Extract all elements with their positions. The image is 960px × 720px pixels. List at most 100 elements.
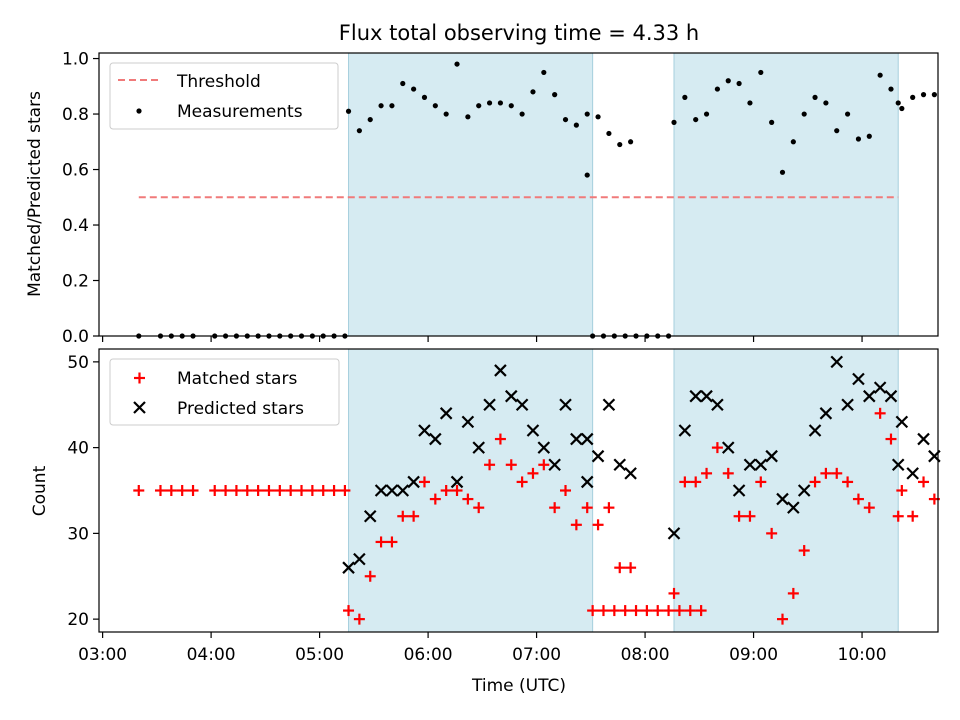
measurement-point xyxy=(530,89,536,95)
matched-star-point xyxy=(863,502,875,514)
predicted-star-point xyxy=(439,407,453,420)
matched-star-point xyxy=(625,562,637,574)
matched-star-point xyxy=(722,467,734,479)
matched-star-point xyxy=(484,459,496,471)
predicted-star-point xyxy=(385,484,399,497)
observing-intervals xyxy=(348,348,899,633)
predicted-star-point xyxy=(353,552,366,566)
predicted-star-point xyxy=(537,441,551,454)
matched-star-point xyxy=(652,605,664,617)
measurement-point xyxy=(736,80,742,87)
predicted-star-point xyxy=(689,389,702,403)
predicted-star-point xyxy=(602,398,616,412)
matched-star-point xyxy=(679,476,691,488)
top-legend-box xyxy=(109,62,339,130)
measurement-point xyxy=(877,72,883,78)
measurements-legend-swatch xyxy=(136,108,142,114)
matched-star-point xyxy=(711,442,723,454)
predicted-star-point xyxy=(374,484,388,497)
matched-star-point xyxy=(684,605,696,617)
matched-star-point xyxy=(896,485,908,496)
matched-star-point xyxy=(353,613,365,625)
predicted-star-point xyxy=(580,432,594,446)
measurement-point xyxy=(584,111,590,117)
measurement-point xyxy=(606,130,612,137)
y-tick-label: 40 xyxy=(67,439,89,459)
bottom-plot-frame xyxy=(98,348,939,633)
measurement-point xyxy=(779,169,786,175)
measurement-point xyxy=(812,94,818,100)
measurement-point xyxy=(411,86,417,92)
y-tick-label: 20 xyxy=(67,610,89,630)
x-tick-label: 05:00 xyxy=(295,645,344,665)
matched-star-point xyxy=(133,485,145,496)
matched-star-point xyxy=(397,510,409,522)
matched-star-point xyxy=(285,485,297,496)
predicted-star-point xyxy=(743,458,757,472)
predicted-star-point xyxy=(494,364,507,377)
predicted-star-point xyxy=(830,355,844,369)
predicted-star-point xyxy=(429,432,442,446)
predicted-star-point xyxy=(363,509,377,523)
predicted-star-point xyxy=(852,372,865,386)
predicted-star-point xyxy=(613,458,627,472)
matched-star-point xyxy=(874,407,886,419)
predicted-star-point xyxy=(711,398,724,412)
measurement-point xyxy=(758,69,764,76)
top-x-axis-ticks xyxy=(102,336,863,342)
predicted-star-point xyxy=(461,415,475,429)
matched-star-point xyxy=(641,605,653,617)
x-tick-label: 03:00 xyxy=(78,645,127,665)
matched-star-point xyxy=(364,570,376,582)
predicted-star-point xyxy=(580,475,594,489)
matched-star-point xyxy=(549,502,561,514)
matched-star-point xyxy=(755,476,767,488)
x-tick-label: 08:00 xyxy=(621,645,670,665)
matched-star-point xyxy=(608,605,620,617)
measurement-point xyxy=(888,86,894,92)
predicted-star-point xyxy=(504,389,518,403)
predicted-star-point xyxy=(342,561,355,574)
matched-legend-swatch xyxy=(134,372,145,384)
measurement-point xyxy=(844,111,851,117)
measurement-point xyxy=(769,119,775,125)
measurement-point xyxy=(497,100,504,106)
measurement-point xyxy=(486,100,493,106)
matched-star-point xyxy=(274,485,286,496)
measurement-point xyxy=(421,94,428,100)
matched-star-point xyxy=(296,485,308,496)
matched-star-point xyxy=(165,485,177,496)
matched-star-point xyxy=(527,467,539,479)
predicted-star-point xyxy=(450,475,464,489)
predicted-star-point xyxy=(570,432,583,446)
matched-star-point xyxy=(614,562,626,574)
predicted-star-point xyxy=(917,432,930,446)
measurement-point xyxy=(356,128,362,134)
matched-star-point xyxy=(429,493,441,505)
measurement-point xyxy=(895,100,901,106)
predicted-star-point xyxy=(396,484,410,497)
predicted-star-point xyxy=(407,475,420,489)
measurement-point xyxy=(595,114,601,120)
y-tick-label: 50 xyxy=(67,353,89,373)
predicted-star-point xyxy=(765,449,778,463)
matched-star-point xyxy=(744,510,756,522)
matched-legend-label: Matched stars xyxy=(177,369,297,389)
matched-star-point xyxy=(187,485,199,496)
predicted-star-point xyxy=(787,501,800,514)
predicted-star-point xyxy=(624,467,637,480)
top-legend: Threshold Measurements xyxy=(109,62,339,130)
bottom-x-axis-ticks: 03:00 04:00 05:00 06:00 07:00 08:00 09:00 10:00 xyxy=(78,632,887,665)
matched-star-point xyxy=(375,536,387,548)
predicted-star-point xyxy=(418,424,431,437)
matched-star-point xyxy=(668,587,680,599)
matched-star-point xyxy=(306,485,318,496)
matched-star-point xyxy=(630,605,642,617)
matched-star-point xyxy=(842,476,854,488)
matched-star-point xyxy=(587,605,599,617)
measurement-point xyxy=(345,108,352,114)
matched-star-point xyxy=(516,476,528,488)
measurement-point xyxy=(628,139,634,145)
matched-star-point xyxy=(252,485,264,496)
predicted-legend-label: Predicted stars xyxy=(177,399,304,419)
